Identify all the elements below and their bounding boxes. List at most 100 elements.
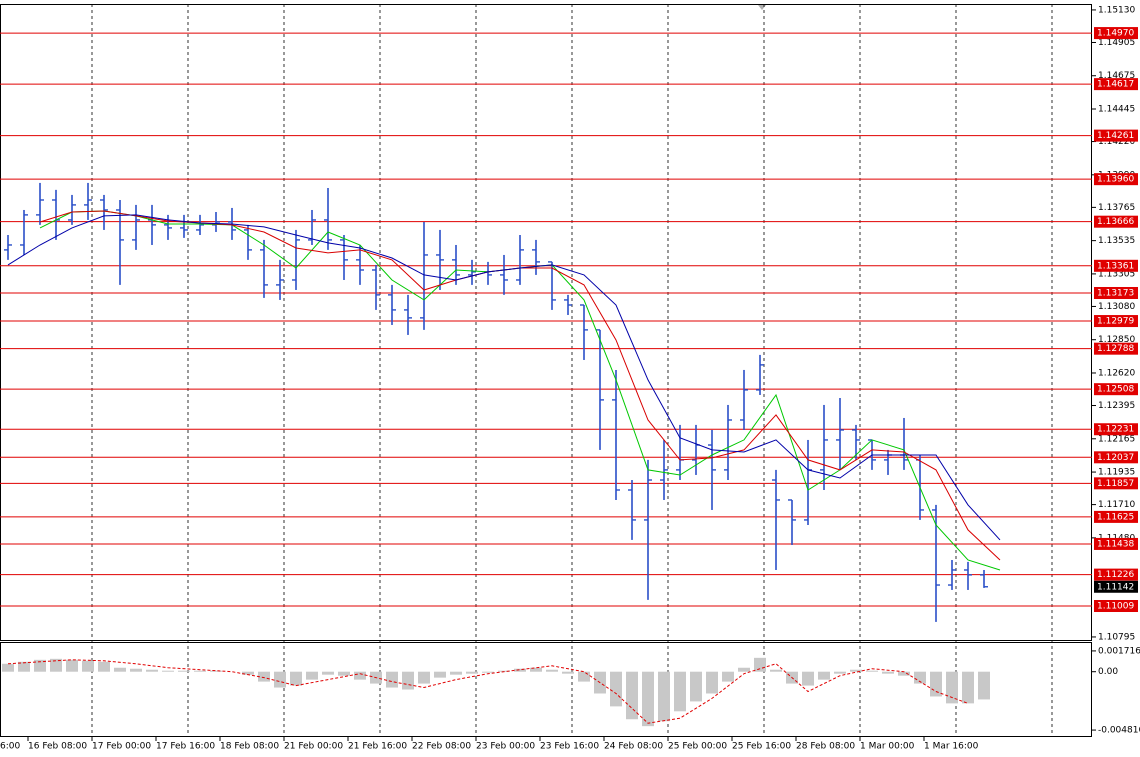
- level-label-box: [1094, 451, 1138, 464]
- x-tick-label: 1 Mar 16:00: [924, 742, 979, 752]
- y-tick-label: -0.004816: [1098, 726, 1140, 736]
- level-label: 1.13361: [1097, 261, 1134, 271]
- level-label: 1.12788: [1097, 344, 1134, 354]
- histogram-bar: [706, 671, 718, 694]
- level-label: 1.11625: [1097, 512, 1134, 522]
- level-label-box: [1094, 173, 1138, 186]
- level-label-box: [1094, 259, 1138, 272]
- y-tick-label: 1.13305: [1098, 269, 1135, 279]
- histogram-bar: [194, 670, 206, 672]
- y-tick-label: 0.00: [1098, 667, 1118, 677]
- level-label: 1.12979: [1097, 317, 1134, 327]
- level-label: 1.12231: [1097, 425, 1134, 435]
- y-tick-label: 1.12165: [1098, 434, 1135, 444]
- level-label: 1.14970: [1097, 29, 1134, 39]
- y-tick-label: 1.14905: [1098, 38, 1135, 48]
- histogram-bar: [290, 671, 302, 686]
- histogram-bar: [34, 659, 46, 672]
- histogram-bar: [386, 671, 398, 688]
- x-tick-label: 17 Feb 16:00: [156, 742, 215, 752]
- histogram-bar: [562, 671, 574, 674]
- histogram-bar: [770, 669, 782, 672]
- level-label-box: [1094, 568, 1138, 581]
- histogram-bar: [802, 671, 814, 686]
- x-tick-label: 6:00: [0, 742, 20, 752]
- histogram-bar: [738, 667, 750, 672]
- y-tick-label: 1.12850: [1098, 335, 1135, 345]
- histogram-bar: [914, 671, 926, 684]
- level-label: 1.11857: [1097, 479, 1134, 489]
- y-tick-label: 1.14220: [1098, 137, 1135, 147]
- x-tick-label: 21 Feb 16:00: [348, 742, 407, 752]
- histogram-bar: [930, 671, 942, 697]
- y-tick-label: 1.13765: [1098, 203, 1135, 213]
- level-label: 1.11226: [1097, 570, 1134, 580]
- level-label-box: [1094, 129, 1138, 142]
- histogram-bar: [434, 671, 446, 678]
- y-tick-label: 1.11710: [1098, 500, 1135, 510]
- level-label-box: [1094, 27, 1138, 40]
- histogram-bar: [162, 670, 174, 672]
- level-label: 1.11009: [1097, 601, 1134, 611]
- histogram-bar: [82, 660, 94, 672]
- histogram-bar: [418, 671, 430, 684]
- level-label-box: [1094, 342, 1138, 355]
- level-label-box: [1094, 315, 1138, 328]
- histogram-bar: [530, 667, 542, 672]
- histogram-bar: [402, 671, 414, 690]
- histogram-bar: [210, 670, 222, 672]
- level-label: 1.11438: [1097, 539, 1134, 549]
- histogram-bar: [722, 671, 734, 682]
- level-label-box: [1094, 510, 1138, 523]
- histogram-bar: [818, 671, 830, 680]
- level-label-box: [1094, 477, 1138, 490]
- histogram-bar: [866, 670, 878, 672]
- y-tick-label: 0.001716: [1098, 646, 1140, 656]
- x-tick-label: 1 Mar 00:00: [860, 742, 915, 752]
- x-tick-label: 17 Feb 00:00: [92, 742, 151, 752]
- histogram-bar: [610, 671, 622, 707]
- histogram-bar: [322, 671, 334, 675]
- histogram-bar: [690, 671, 702, 702]
- histogram-bar: [466, 671, 478, 674]
- y-tick-label: 1.11935: [1098, 468, 1135, 478]
- histogram-bar: [962, 671, 974, 704]
- y-tick-label: 1.14675: [1098, 71, 1135, 81]
- histogram-bar: [130, 668, 142, 672]
- histogram-bar: [450, 671, 462, 675]
- histogram-bar: [274, 671, 286, 688]
- x-tick-label: 16 Feb 08:00: [28, 742, 87, 752]
- histogram-bar: [242, 671, 254, 675]
- x-tick-label: 23 Feb 00:00: [476, 742, 535, 752]
- x-tick-label: 22 Feb 08:00: [412, 742, 471, 752]
- histogram-bar: [642, 671, 654, 727]
- histogram-bar: [306, 671, 318, 680]
- histogram-bar: [946, 671, 958, 704]
- level-label-box: [1094, 423, 1138, 436]
- level-label: 1.12037: [1097, 453, 1134, 463]
- level-label-box: [1094, 537, 1138, 550]
- histogram-bar: [114, 667, 126, 672]
- histogram-bar: [898, 671, 910, 676]
- x-tick-label: 25 Feb 16:00: [732, 742, 791, 752]
- histogram-bar: [66, 659, 78, 672]
- x-tick-label: 23 Feb 16:00: [540, 742, 599, 752]
- histogram-bar: [146, 669, 158, 672]
- level-label: 1.13666: [1097, 217, 1134, 227]
- x-tick-label: 25 Feb 00:00: [668, 742, 727, 752]
- y-tick-label: 1.14445: [1098, 105, 1135, 115]
- histogram-bar: [882, 671, 894, 674]
- level-label: 1.14617: [1097, 80, 1134, 90]
- histogram-bar: [258, 671, 270, 682]
- y-tick-label: 1.13535: [1098, 236, 1135, 246]
- histogram-bar: [674, 671, 686, 712]
- histogram-bar: [754, 657, 766, 672]
- level-label-box: [1094, 383, 1138, 396]
- histogram-bar: [354, 671, 366, 680]
- histogram-bar: [578, 671, 590, 682]
- x-tick-label: 21 Feb 00:00: [284, 742, 343, 752]
- indicator-line: [7, 214, 1001, 541]
